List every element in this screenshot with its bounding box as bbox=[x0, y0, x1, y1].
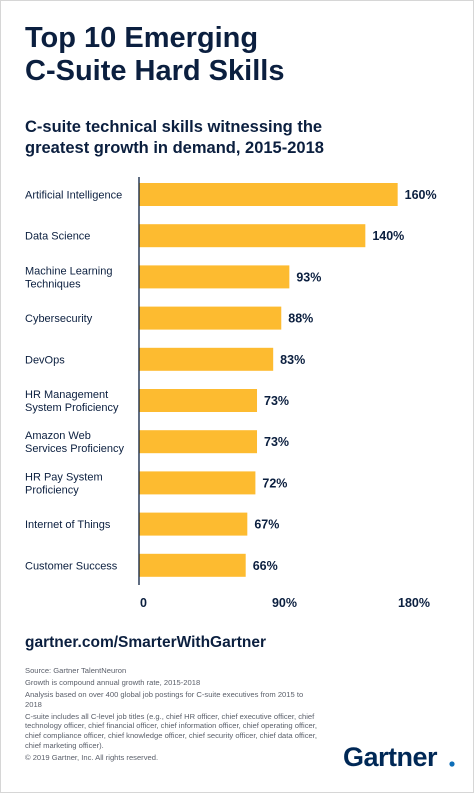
value-label: 67% bbox=[254, 518, 279, 532]
bar bbox=[139, 512, 248, 536]
bar bbox=[139, 430, 258, 454]
category-label-line: Machine Learning bbox=[25, 265, 112, 277]
chart-subtitle-line-2: greatest growth in demand, 2015-2018 bbox=[25, 139, 324, 157]
category-label: Amazon Web Services Proficiency bbox=[25, 430, 125, 455]
category-label: Artificial Intelligence bbox=[25, 190, 122, 202]
category-label: Customer Success bbox=[25, 560, 118, 572]
bar bbox=[139, 553, 246, 577]
value-label: 160% bbox=[405, 188, 437, 202]
category-label: DevOps bbox=[25, 354, 65, 366]
category-label-line: Techniques bbox=[25, 278, 81, 290]
bar bbox=[139, 183, 398, 206]
category-label-line: System Proficiency bbox=[25, 402, 119, 414]
chart-subtitle: C-suite technical skills witnessing the … bbox=[25, 117, 455, 159]
category-label: Machine Learning Techniques bbox=[25, 265, 112, 290]
bar bbox=[139, 224, 366, 248]
source-url[interactable]: gartner.com/SmarterWithGartner bbox=[25, 634, 267, 651]
category-label-line: Customer Success bbox=[25, 560, 118, 572]
bar bbox=[139, 471, 256, 495]
bar bbox=[139, 306, 282, 330]
x-tick-label: 90% bbox=[272, 596, 297, 610]
copyright-note: © 2019 Gartner, Inc. All rights reserved… bbox=[25, 752, 159, 762]
analysis-note: Analysis based on over 400 global job po… bbox=[25, 690, 304, 709]
x-tick-label: 180% bbox=[398, 596, 430, 610]
category-label: HR Pay System Proficiency bbox=[25, 471, 103, 496]
category-label-line: HR Management bbox=[25, 389, 108, 401]
category-label: HR Management System Proficiency bbox=[25, 389, 119, 414]
category-label-line: Services Proficiency bbox=[25, 443, 125, 455]
category-label-line: DevOps bbox=[25, 354, 65, 366]
category-label: Internet of Things bbox=[25, 519, 111, 531]
category-label: Cybersecurity bbox=[25, 313, 93, 325]
category-label-line: Cybersecurity bbox=[25, 313, 93, 325]
value-label: 93% bbox=[296, 270, 321, 284]
value-label: 73% bbox=[264, 435, 289, 449]
category-label-line: Artificial Intelligence bbox=[25, 190, 122, 202]
chart-subtitle-line-1: C-suite technical skills witnessing the bbox=[25, 118, 323, 136]
source-note: Source: Gartner TalentNeuron bbox=[25, 666, 127, 675]
bar bbox=[139, 347, 274, 371]
chart-title: Top 10 Emerging C-Suite Hard Skills bbox=[25, 22, 455, 88]
gartner-logo: Gartner bbox=[343, 742, 455, 772]
value-label: 83% bbox=[280, 353, 305, 367]
value-label: 88% bbox=[288, 312, 313, 326]
bar bbox=[139, 389, 258, 412]
chart-title-line-2: C-Suite Hard Skills bbox=[25, 55, 285, 87]
value-label: 73% bbox=[264, 394, 289, 408]
footnotes: Source: Gartner TalentNeuron Growth is c… bbox=[25, 666, 320, 765]
category-label-line: Amazon Web bbox=[25, 430, 91, 442]
category-label: Data Science bbox=[25, 231, 90, 243]
value-label: 140% bbox=[372, 229, 404, 243]
gartner-logo-dot bbox=[449, 761, 455, 767]
value-label: 66% bbox=[253, 559, 278, 573]
growth-note: Growth is compound annual growth rate, 2… bbox=[25, 678, 201, 688]
x-tick-label: 0 bbox=[140, 596, 147, 610]
csuite-note: C-suite includes all C-level job titles … bbox=[25, 711, 317, 750]
category-label-line: Proficiency bbox=[25, 484, 79, 496]
value-label: 72% bbox=[262, 476, 287, 490]
chart-title-line-1: Top 10 Emerging bbox=[25, 22, 259, 54]
category-label-line: HR Pay System bbox=[25, 471, 103, 483]
gartner-logo-wordmark: Gartner bbox=[343, 742, 438, 772]
category-label-line: Data Science bbox=[25, 231, 90, 243]
bar bbox=[139, 265, 290, 289]
category-label-line: Internet of Things bbox=[25, 519, 111, 531]
